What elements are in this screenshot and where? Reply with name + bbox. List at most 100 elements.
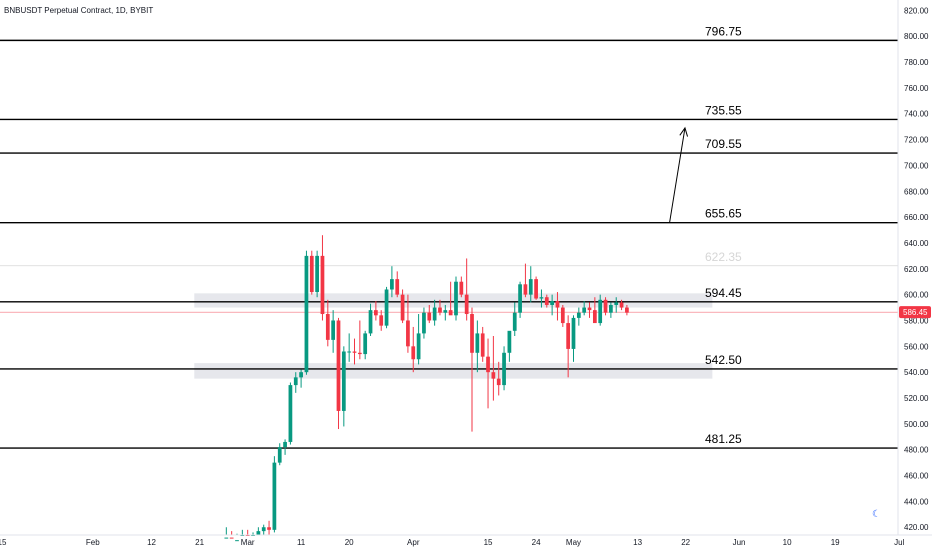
y-tick-label: 640.00 — [904, 239, 929, 248]
y-tick-label: 580.00 — [904, 316, 929, 325]
y-tick-label: 540.00 — [904, 368, 929, 377]
x-tick-label: 11 — [297, 538, 306, 547]
y-tick-label: 600.00 — [904, 291, 929, 300]
candle-body — [336, 320, 341, 411]
x-tick-label: 20 — [345, 538, 354, 547]
x-tick-label: Feb — [86, 538, 100, 547]
candle-body — [352, 351, 357, 353]
candle-body — [363, 333, 368, 355]
y-tick-label: 800.00 — [904, 32, 929, 41]
level-label: 709.55 — [705, 137, 742, 151]
candle-body — [422, 312, 426, 334]
x-tick-label: Mar — [241, 538, 255, 547]
candle-body — [603, 299, 608, 313]
candle-body — [341, 351, 346, 411]
y-tick-label: 440.00 — [904, 497, 929, 506]
x-tick-label: 10 — [783, 538, 792, 547]
candle-body — [443, 310, 448, 313]
candle-body — [288, 385, 293, 442]
candle-body — [427, 312, 432, 321]
arrow-head — [679, 126, 689, 137]
candle-body — [320, 255, 325, 315]
levels-layer: 796.75 735.55 709.55 655.65 622.35 594.45 542.… — [0, 24, 898, 449]
candle-body — [502, 352, 506, 386]
candle-body — [272, 462, 277, 530]
candle-body — [347, 351, 352, 353]
x-tick-label: 15 — [484, 538, 493, 547]
candle-body — [518, 284, 522, 313]
candle-body — [390, 279, 394, 290]
candle-body — [582, 307, 587, 313]
candle-body — [438, 307, 442, 313]
level-label: 481.25 — [705, 432, 742, 446]
candle-body — [571, 317, 576, 349]
candle-body — [560, 307, 565, 324]
candle-body — [480, 333, 485, 357]
candle-body — [416, 333, 421, 360]
candle-body — [544, 297, 549, 305]
candle-body — [432, 307, 437, 321]
candle-body — [261, 527, 266, 532]
price-tag-layer: 586.45 — [899, 306, 931, 319]
chart-title: BNBUSDT Perpetual Contract, 1D, BYBIT — [4, 6, 154, 15]
candle-body — [224, 537, 229, 539]
level-label: 735.55 — [705, 103, 742, 117]
x-tick-label: 12 — [147, 538, 156, 547]
candle-body — [475, 333, 480, 353]
candle-body — [448, 310, 453, 316]
candle-body — [555, 301, 560, 308]
y-tick-label: 620.00 — [904, 265, 929, 274]
x-tick-label: 19 — [831, 538, 840, 547]
x-tick-label: 22 — [681, 538, 690, 547]
candle-body — [523, 284, 528, 295]
y-tick-label: 820.00 — [904, 6, 929, 15]
candle-body — [400, 294, 405, 321]
candle-body — [454, 281, 458, 316]
candle-body — [368, 310, 373, 334]
y-tick-label: 500.00 — [904, 420, 929, 429]
candle-body — [534, 279, 538, 299]
candle-body — [464, 294, 469, 315]
y-tick-label: 560.00 — [904, 342, 929, 351]
arrow-line — [669, 127, 686, 223]
y-tick-label: 720.00 — [904, 136, 929, 145]
x-tick-label: 21 — [195, 538, 204, 547]
candle-body — [309, 255, 314, 293]
sr-zone — [194, 363, 713, 379]
candle-body — [598, 299, 603, 324]
candle-body — [325, 314, 330, 340]
level-label: 594.45 — [705, 286, 742, 300]
candle-body — [496, 378, 501, 386]
y-tick-label: 460.00 — [904, 472, 929, 481]
candle-body — [576, 312, 581, 318]
y-tick-label: 780.00 — [904, 58, 929, 67]
candle-body — [395, 279, 400, 295]
candle-body — [459, 281, 464, 295]
candle-body — [507, 330, 512, 353]
y-tick-label: 680.00 — [904, 187, 929, 196]
candle-body — [293, 377, 298, 386]
level-label: 796.75 — [705, 24, 742, 38]
level-label: 622.35 — [705, 250, 742, 264]
candle-body — [486, 356, 490, 373]
candle-body — [256, 531, 261, 535]
candle-body — [235, 540, 239, 542]
y-tick-label: 480.00 — [904, 446, 929, 455]
candle-body — [625, 307, 629, 313]
y-tick-label: 520.00 — [904, 394, 929, 403]
candle-body — [283, 441, 287, 448]
candle-body — [587, 307, 592, 311]
x-tick-label: May — [566, 538, 581, 547]
moon-icon[interactable]: ☾ — [872, 509, 881, 520]
y-tick-label: 700.00 — [904, 161, 929, 170]
last-price-label: 586.45 — [903, 308, 928, 317]
candle-body — [592, 310, 597, 324]
level-label: 655.65 — [705, 207, 742, 221]
candle-body — [277, 447, 282, 463]
x-tick-label: Apr — [407, 538, 420, 547]
candle-body — [384, 289, 389, 326]
candle-body — [304, 255, 309, 373]
candle-body — [315, 255, 319, 293]
candle-body — [229, 537, 234, 539]
